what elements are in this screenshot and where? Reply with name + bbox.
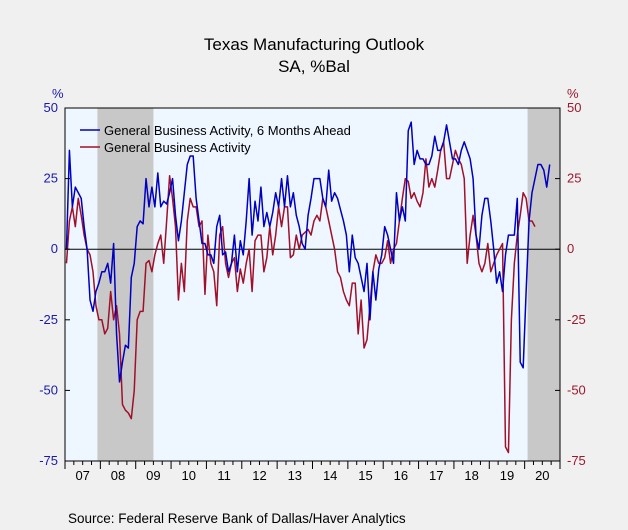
right-axis-unit: % (567, 86, 579, 101)
left-tick-label: -25 (39, 312, 58, 327)
series-line-future (65, 121, 551, 383)
right-tick-label: -50 (567, 382, 586, 397)
x-tick-label: 17 (429, 468, 443, 483)
series-line-current (65, 141, 536, 454)
x-tick-label: 09 (146, 468, 160, 483)
right-axis: 50 25 0 -25 -50 -75 (555, 100, 586, 468)
left-tick-label: -75 (39, 453, 58, 468)
x-tick-label: 13 (288, 468, 302, 483)
right-tick-label: -75 (567, 453, 586, 468)
left-tick-label: 25 (44, 171, 58, 186)
x-axis: 07 08 09 10 11 12 13 14 15 16 17 18 19 20 (64, 461, 561, 483)
x-tick-label: 15 (358, 468, 372, 483)
x-tick-label: 10 (182, 468, 196, 483)
right-tick-label: -25 (567, 312, 586, 327)
x-tick-label: 16 (394, 468, 408, 483)
chart-subtitle: SA, %Bal (278, 57, 350, 76)
left-tick-label: 0 (51, 241, 58, 256)
source-note: Source: Federal Reserve Bank of Dallas/H… (68, 511, 406, 526)
right-tick-label: 0 (567, 241, 574, 256)
chart-title: Texas Manufacturing Outlook (204, 35, 425, 54)
legend-label-current: General Business Activity (104, 140, 251, 155)
x-tick-label: 18 (464, 468, 478, 483)
x-tick-label: 14 (323, 468, 337, 483)
x-tick-label: 20 (535, 468, 549, 483)
x-tick-label: 11 (217, 468, 231, 483)
x-tick-label: 12 (252, 468, 266, 483)
x-tick-label: 19 (500, 468, 514, 483)
x-tick-label: 07 (75, 468, 89, 483)
recession-band-1 (527, 108, 560, 461)
legend-label-future: General Business Activity, 6 Months Ahea… (104, 123, 351, 138)
left-tick-label: 50 (44, 100, 58, 115)
left-axis: 50 25 0 -25 -50 -75 (39, 100, 70, 468)
x-tick-label: 08 (111, 468, 125, 483)
legend: General Business Activity, 6 Months Ahea… (80, 123, 351, 155)
series-layer (65, 121, 551, 454)
right-tick-label: 50 (567, 100, 581, 115)
right-tick-label: 25 (567, 171, 581, 186)
left-tick-label: -50 (39, 382, 58, 397)
left-axis-unit: % (52, 86, 64, 101)
